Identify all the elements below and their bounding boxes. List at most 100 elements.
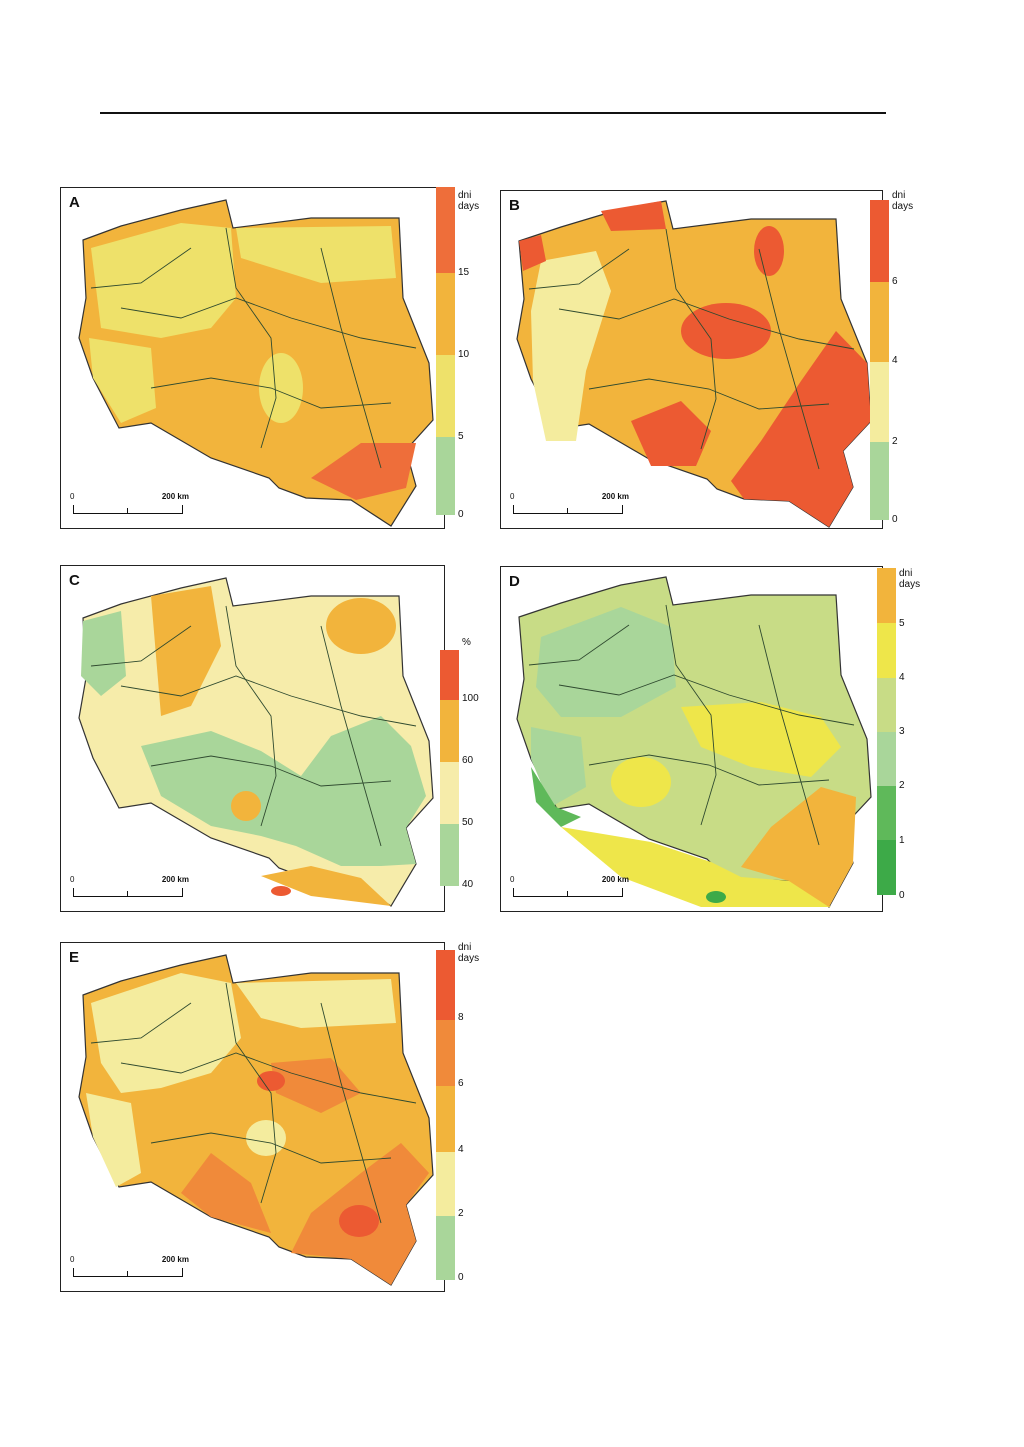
legend-tick: 1: [899, 835, 905, 846]
legend-e: dni days 8 6 4 2 0: [436, 942, 516, 1283]
scale-bar: 0 200 km: [70, 875, 189, 897]
scale-km: 200 km: [161, 875, 189, 884]
scale-zero: 0: [510, 492, 515, 501]
scale-bar: 0 200 km: [70, 492, 189, 514]
panel-b-label: B: [509, 197, 520, 214]
zone-high: [326, 598, 396, 654]
legend-tick: 5: [458, 431, 464, 442]
legend-tick: 60: [462, 755, 474, 766]
legend-tick: 40: [462, 879, 474, 890]
zone-low: [86, 1093, 141, 1187]
zone-high: [151, 586, 221, 716]
zone-top: [741, 787, 856, 907]
zone-high: [311, 443, 416, 500]
legend-d: dni days 5 4 3 2 1 0: [877, 568, 957, 901]
panel-c-label: C: [69, 572, 80, 589]
legend-unit-2: days: [899, 579, 921, 590]
scale-km: 200 km: [601, 875, 629, 884]
legend-tick: 2: [899, 780, 905, 791]
zone-high: [519, 235, 546, 271]
zone-high: [231, 791, 261, 821]
legend-c: % 100 60 50 40: [440, 635, 520, 895]
legend-unit-1: dni: [458, 942, 472, 953]
legend-tick: 10: [458, 349, 470, 360]
legend-tick: 0: [899, 890, 905, 901]
scale-km: 200 km: [601, 492, 629, 501]
legend-unit-1: dni: [458, 190, 472, 201]
legend-tick: 8: [458, 1012, 464, 1023]
scale-bar: 0 200 km: [510, 492, 629, 514]
legend-unit-1: %: [462, 637, 471, 648]
legend-tick: 2: [892, 436, 898, 447]
legend-tick: 0: [458, 509, 464, 520]
scale-km: 200 km: [161, 1255, 189, 1264]
map-panel-d: D 0 200 km: [500, 566, 883, 912]
map-c-graphic: [78, 577, 434, 907]
zone-low: [81, 611, 126, 696]
zone-top: [271, 886, 291, 896]
map-panel-b: B 0 200 km: [500, 190, 883, 529]
zone-low: [259, 353, 303, 423]
zone-mid: [181, 1153, 271, 1233]
legend-tick: 5: [899, 618, 905, 629]
scale-bar: 0 200 km: [510, 875, 629, 897]
zone-min: [706, 891, 726, 903]
rivers: [528, 228, 855, 470]
panel-d-label: D: [509, 573, 520, 590]
zone-high: [681, 303, 771, 359]
scale-zero: 0: [70, 1255, 75, 1264]
zone-high: [631, 401, 711, 466]
rivers: [90, 227, 417, 469]
legend-b: dni days 6 4 2 0: [870, 190, 950, 525]
rivers: [90, 982, 417, 1224]
zone-low: [89, 338, 156, 423]
zone-high: [261, 866, 391, 906]
zone-min: [531, 767, 581, 827]
zone-mid: [536, 607, 676, 717]
legend-unit-2: days: [458, 201, 480, 212]
legend-tick: 4: [892, 355, 898, 366]
scale-zero: 0: [510, 875, 515, 884]
zone-low: [246, 1120, 286, 1156]
legend-unit-1: dni: [892, 190, 906, 201]
scale-km: 200 km: [161, 492, 189, 501]
zone-low: [236, 979, 396, 1028]
panel-a-label: A: [69, 194, 80, 211]
zone-low: [531, 251, 611, 441]
map-e-graphic: [78, 954, 434, 1286]
legend-unit-1: dni: [899, 568, 913, 579]
legend-tick: 6: [458, 1078, 464, 1089]
legend-tick: 4: [899, 672, 905, 683]
map-panel-e: E 0 200 km: [60, 942, 445, 1292]
map-b-graphic: [516, 200, 872, 528]
legend-tick: 3: [899, 726, 905, 737]
zone-mid: [531, 727, 586, 807]
zone-high: [681, 702, 841, 777]
legend-unit-2: days: [458, 953, 480, 964]
zone-high: [601, 201, 666, 231]
legend-tick: 15: [458, 267, 470, 278]
rivers: [90, 605, 417, 847]
scale-zero: 0: [70, 492, 75, 501]
zone-high: [257, 1071, 285, 1091]
legend-tick: 50: [462, 817, 474, 828]
map-panel-c: C 0 200 km: [60, 565, 445, 912]
scale-zero: 0: [70, 875, 75, 884]
header-rule: [100, 112, 886, 114]
legend-tick: 0: [892, 514, 898, 525]
legend-tick: 6: [892, 276, 898, 287]
zone-high: [561, 827, 831, 907]
legend-tick: 4: [458, 1144, 464, 1155]
legend-tick: 0: [458, 1272, 464, 1283]
map-a-graphic: [78, 199, 434, 527]
legend-tick: 2: [458, 1208, 464, 1219]
zone-high: [339, 1205, 379, 1237]
legend-a: dni days 15 10 5 0: [436, 187, 516, 522]
rivers: [528, 604, 855, 846]
legend-tick: 100: [462, 693, 479, 704]
zone-low: [91, 973, 241, 1093]
zone-high: [754, 226, 784, 276]
scale-bar: 0 200 km: [70, 1255, 189, 1277]
panel-e-label: E: [69, 949, 80, 966]
zone-low: [236, 226, 396, 283]
